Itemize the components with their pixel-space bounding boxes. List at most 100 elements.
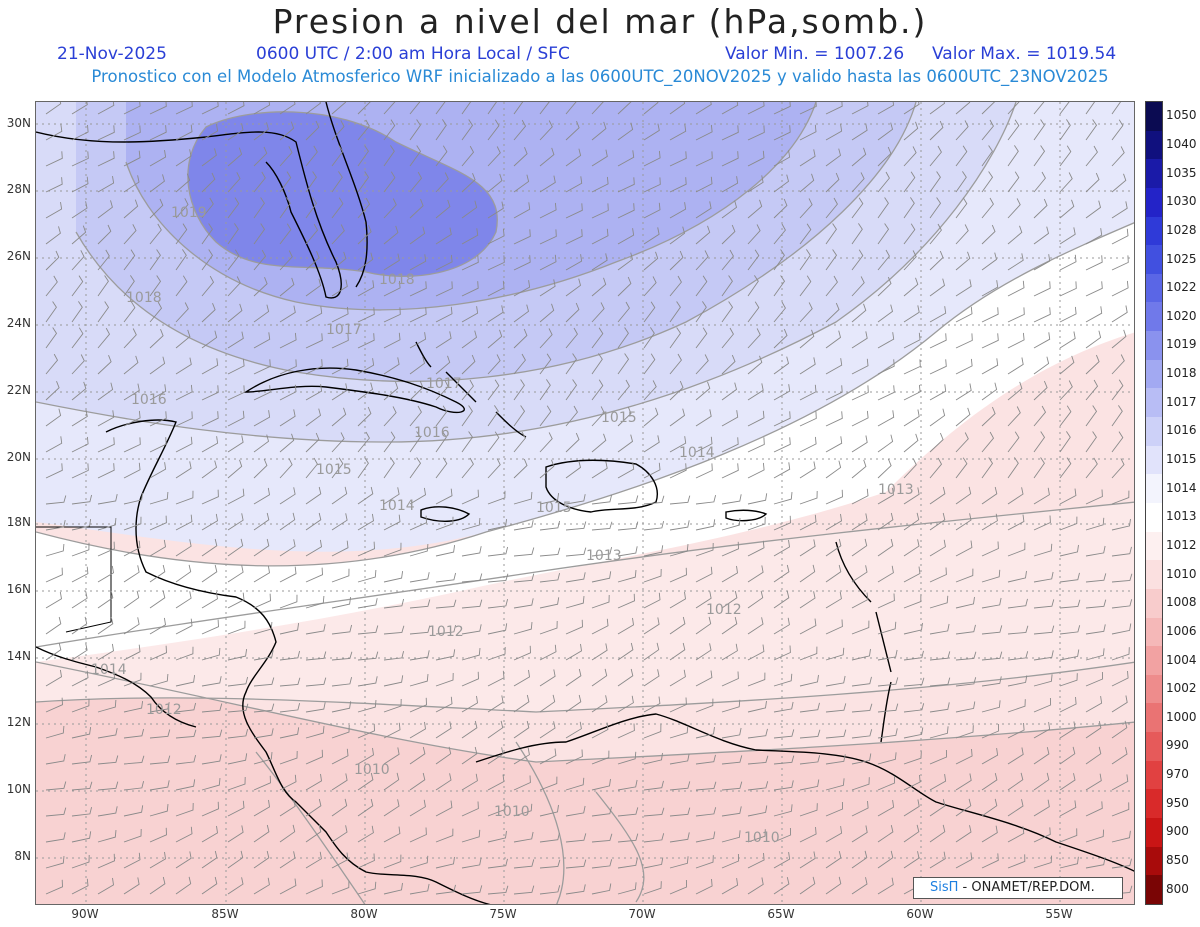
wind-barb (903, 332, 921, 349)
wind-barb (461, 720, 478, 739)
wind-barb (721, 125, 739, 141)
wind-barb (617, 779, 638, 791)
wind-barb (695, 855, 714, 869)
wind-barb (825, 302, 840, 323)
wind-barb (383, 598, 405, 609)
wind-barb (227, 850, 244, 869)
wind-barb (695, 542, 714, 557)
wind-barb (331, 676, 353, 687)
wind-barb (565, 203, 583, 219)
wind-barb (773, 223, 786, 245)
wind-barb (695, 643, 712, 661)
wind-barb (851, 825, 868, 843)
wind-barb (45, 151, 63, 167)
wind-barb (279, 102, 296, 115)
wind-barb (669, 463, 687, 479)
wind-barb (409, 746, 426, 765)
wind-barb (279, 359, 297, 375)
wind-barb (981, 825, 998, 843)
wind-barb (1111, 354, 1125, 375)
wind-barb (1111, 458, 1125, 479)
wind-barb (539, 885, 561, 895)
wind-barb (591, 494, 613, 505)
wind-barb (591, 353, 603, 375)
wind-barb (123, 355, 139, 375)
wind-barb (591, 433, 607, 453)
wind-barb (851, 648, 871, 661)
wind-barb (1007, 487, 1024, 505)
wind-barb (877, 728, 898, 739)
wind-barb (747, 728, 768, 739)
wind-barb (955, 624, 976, 635)
wind-barb (97, 671, 115, 687)
wind-barb (773, 301, 786, 323)
wind-barb (825, 275, 838, 297)
wind-barb (799, 779, 820, 791)
wind-barb (383, 198, 397, 219)
wind-barb (253, 458, 268, 479)
wind-barb (643, 642, 660, 661)
wind-barb (409, 827, 427, 843)
wind-barb (461, 624, 482, 635)
wind-barb (279, 677, 301, 687)
wind-barb (357, 333, 375, 349)
color-scale-label: 1018 (1166, 366, 1197, 381)
wind-barb (617, 228, 635, 245)
wind-barb (695, 275, 708, 297)
wind-barb (591, 778, 611, 791)
wind-barb (305, 120, 320, 141)
wind-barb (747, 175, 764, 193)
wind-barb (981, 382, 998, 401)
wind-barb (123, 249, 136, 271)
wind-barb (149, 755, 171, 765)
wind-barb (123, 462, 141, 479)
wind-barb (617, 203, 635, 219)
wind-barb (695, 831, 716, 843)
wind-barb (357, 225, 372, 245)
wind-barb (383, 514, 401, 531)
wind-barb (409, 883, 430, 895)
wind-barb (305, 567, 323, 583)
wind-barb (1111, 201, 1128, 219)
wind-barb (1111, 546, 1132, 557)
wind-barb (695, 463, 713, 479)
wind-barb (227, 102, 245, 115)
wind-barb (123, 877, 140, 895)
wind-barb (305, 486, 322, 505)
wind-barb (1111, 623, 1132, 635)
wind-barb (513, 328, 528, 349)
wind-barb (591, 806, 612, 817)
wind-barb (643, 227, 660, 245)
color-scale-label: 950 (1166, 795, 1189, 810)
wind-barb (981, 252, 998, 271)
wind-barb (643, 857, 664, 869)
wind-barb (149, 223, 162, 245)
wind-barb (279, 512, 296, 531)
wind-barb (409, 487, 426, 505)
wind-barb (955, 513, 972, 531)
wind-barb (201, 172, 216, 193)
wind-barb (1033, 697, 1052, 713)
wind-barb (435, 281, 453, 297)
wind-barb (123, 644, 141, 661)
wind-barb (617, 668, 634, 687)
wind-barb (669, 327, 682, 349)
wind-barb (773, 384, 791, 401)
wind-barb (71, 542, 90, 557)
wind-barb (851, 488, 869, 505)
wind-barb (903, 566, 921, 583)
wind-barb (487, 405, 499, 427)
wind-barb (565, 749, 583, 765)
wind-barb (539, 147, 555, 167)
wind-barb (71, 698, 90, 713)
wind-barb (539, 644, 557, 661)
wind-barb (175, 826, 193, 843)
color-scale-cell (1146, 732, 1162, 761)
isobars (36, 102, 1134, 904)
wind-barb (305, 251, 320, 271)
color-scale-cell (1146, 388, 1162, 418)
wind-barb (643, 696, 661, 713)
wind-barb (305, 306, 323, 323)
wind-barb (669, 832, 690, 843)
wind-barb (539, 102, 550, 115)
